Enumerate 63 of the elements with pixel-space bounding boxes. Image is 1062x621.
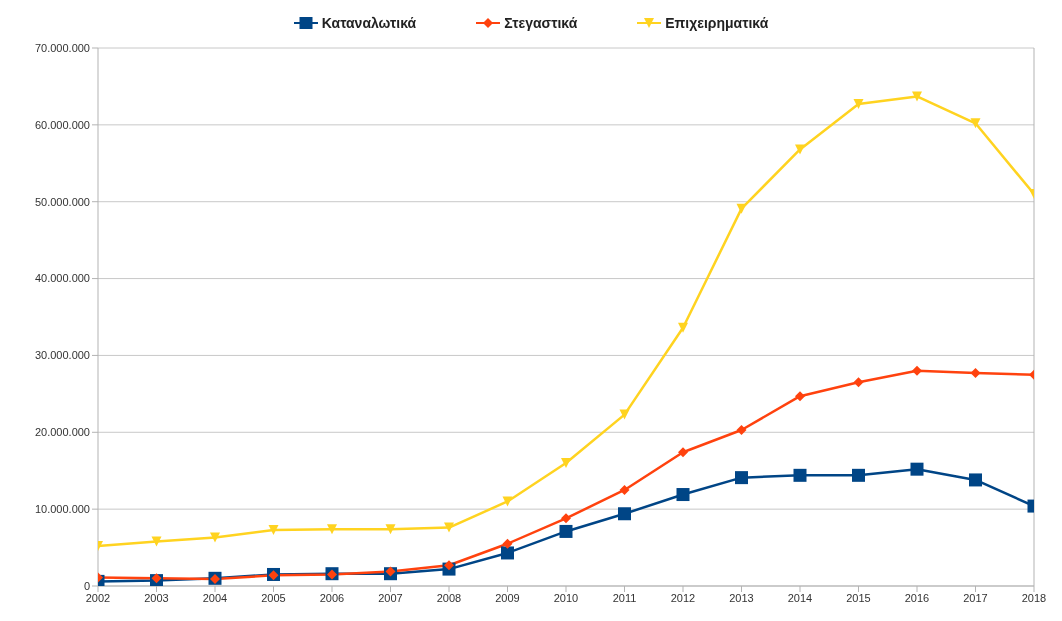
point — [735, 471, 748, 485]
point — [970, 368, 981, 379]
point — [678, 447, 688, 458]
x-tick-label: 2002 — [85, 591, 111, 604]
x-tick-label: 2018 — [1021, 591, 1047, 604]
x-tick-label: 2009 — [495, 591, 520, 604]
x-tick-label: 2015 — [846, 591, 871, 604]
point — [853, 377, 864, 388]
y-tick-label: 20.000.000 — [34, 426, 90, 439]
point — [561, 513, 571, 524]
point — [970, 118, 981, 129]
point — [853, 99, 864, 110]
point — [268, 524, 279, 535]
y-tick-label: 10.000.000 — [34, 503, 90, 516]
x-tick-label: 2017 — [963, 591, 988, 604]
y-tick-label: 60.000.000 — [34, 118, 90, 131]
point — [795, 144, 805, 155]
point — [912, 91, 922, 102]
x-tick-label: 2012 — [670, 591, 696, 604]
x-tick-label: 2003 — [144, 591, 169, 604]
point — [678, 322, 688, 333]
y-tick-label: 30.000.000 — [34, 349, 90, 362]
y-tick-label: 40.000.000 — [34, 272, 90, 285]
y-tick-label: 70.000.000 — [34, 41, 90, 54]
x-tick-label: 2010 — [553, 591, 579, 604]
point — [619, 484, 630, 495]
point — [385, 566, 396, 577]
point — [327, 524, 337, 535]
point — [561, 458, 571, 469]
x-tick-label: 2014 — [787, 591, 813, 604]
y-tick-label: 0 — [83, 579, 90, 592]
point — [151, 536, 162, 547]
x-tick-label: 2013 — [729, 591, 754, 604]
x-tick-label: 2006 — [319, 591, 345, 604]
point — [210, 532, 220, 543]
point — [852, 468, 865, 482]
point — [444, 560, 454, 571]
x-tick-label: 2007 — [378, 591, 403, 604]
point — [618, 507, 631, 521]
point — [910, 462, 924, 476]
point — [969, 473, 982, 487]
point — [385, 524, 396, 535]
legend-label: Καταναλωτικά — [320, 15, 417, 31]
point — [501, 546, 514, 560]
x-tick-label: 2005 — [261, 591, 286, 604]
x-tick-label: 2016 — [904, 591, 930, 604]
point — [736, 203, 747, 214]
point — [912, 365, 922, 376]
legend-label: Στεγαστικά — [503, 15, 578, 31]
point — [559, 524, 573, 538]
point — [676, 488, 690, 502]
point — [444, 522, 454, 533]
x-tick-label: 2011 — [612, 591, 637, 604]
point — [795, 391, 805, 402]
point — [502, 538, 513, 549]
y-tick-label: 50.000.000 — [34, 195, 90, 208]
x-tick-label: 2008 — [436, 591, 462, 604]
x-tick-label: 2004 — [202, 591, 228, 604]
point — [736, 424, 747, 435]
point — [619, 409, 630, 420]
point — [502, 496, 513, 507]
point — [793, 468, 807, 482]
legend-label: Επιχειρηματικά — [664, 15, 769, 31]
